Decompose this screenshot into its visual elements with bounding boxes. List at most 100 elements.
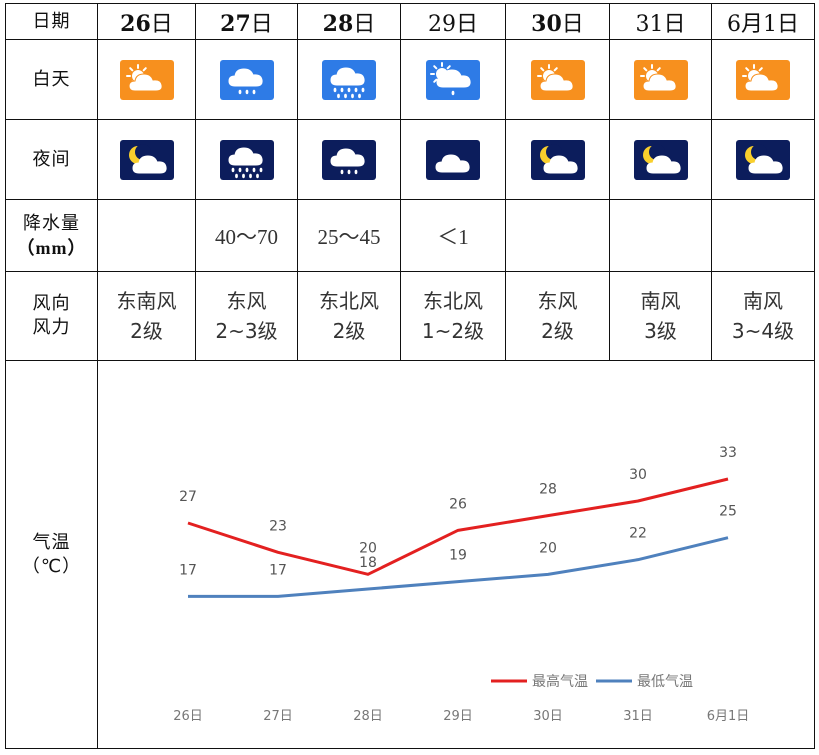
precip-value: 40～70 xyxy=(195,199,298,272)
night-icon-cell xyxy=(97,119,196,200)
wind-force: 1~2级 xyxy=(421,319,485,343)
precip-value xyxy=(711,199,815,272)
day-icon-cell xyxy=(609,39,712,120)
data-label: 17 xyxy=(179,562,197,578)
precip-value xyxy=(97,199,196,272)
wind-cell: 南风 3~4级 xyxy=(711,271,815,361)
data-label: 20 xyxy=(539,540,557,556)
wind-force: 2级 xyxy=(332,319,366,343)
date-number: 28 xyxy=(322,10,354,37)
night-icon-cell xyxy=(609,119,712,200)
wind-direction: 东南风 xyxy=(116,289,177,313)
data-label: 33 xyxy=(719,445,737,461)
precip-value: ＜1 xyxy=(400,199,506,272)
sunny-cloud-icon xyxy=(119,59,174,100)
moon-cloud-icon xyxy=(736,139,790,180)
temp-unit: （℃） xyxy=(21,555,82,577)
date-number: 29 xyxy=(427,11,456,37)
rain-cloud-icon xyxy=(322,139,376,180)
date-cell: 26日 xyxy=(97,3,196,40)
date-cell: 29日 xyxy=(400,3,506,40)
x-tick-label: 27日 xyxy=(263,709,293,724)
precip-row: 降水量 （mm） 40～70 25～45 ＜1 xyxy=(5,199,815,272)
temperature-row: 气温 （℃） 27 23 20 26 28 30 33 17 17 18 19 20 22 25 26日 27日… xyxy=(5,360,815,749)
x-tick-label: 29日 xyxy=(443,709,473,724)
temperature-chart-cell: 27 23 20 26 28 30 33 17 17 18 19 20 22 25 26日 27日 28日 29日… xyxy=(97,360,815,749)
data-label: 27 xyxy=(179,489,197,505)
date-suffix: 日 xyxy=(150,11,173,37)
wind-direction: 南风 xyxy=(640,289,681,313)
precip-unit: （mm） xyxy=(16,237,87,258)
date-number: 30 xyxy=(531,10,562,37)
date-number: 31 xyxy=(635,11,664,37)
moon-cloud-icon xyxy=(530,139,585,180)
temperature-chart: 27 23 20 26 28 30 33 17 17 18 19 20 22 25 26日 27日 28日 29日… xyxy=(173,445,749,724)
sunny-cloud-icon xyxy=(736,59,790,100)
night-icon-cell xyxy=(400,119,506,200)
night-row-header: 夜间 xyxy=(5,119,98,200)
precip-value: 25～45 xyxy=(297,199,401,272)
wind-force: 2级 xyxy=(541,319,574,343)
day-icon-cell xyxy=(297,39,401,120)
wind-cell: 东风 2级 xyxy=(505,271,610,361)
moon-cloud-icon xyxy=(633,139,688,180)
day-row-header: 白天 xyxy=(5,39,98,120)
wind-row: 风向 风力 东南风 2级 东风 2~3级 东北风 2级 东北风 1~2级 东风 2级 南风 3… xyxy=(5,271,815,361)
day-weather-row: 白天 xyxy=(5,39,815,120)
weather-table: 日期 26日 27日 28日 29日 30日 31日 6月1日 白天 夜间 降水… xyxy=(5,3,815,749)
wind-dir-label: 风向 xyxy=(32,293,71,314)
wind-cell: 东北风 2级 xyxy=(297,271,401,361)
wind-cell: 东风 2~3级 xyxy=(195,271,298,361)
date-suffix: 日 xyxy=(776,11,799,37)
sunny-cloud-icon xyxy=(633,59,688,100)
day-icon-cell xyxy=(400,39,506,120)
data-label: 30 xyxy=(629,467,647,483)
data-label: 19 xyxy=(449,548,467,564)
precip-value xyxy=(609,199,712,272)
data-label: 28 xyxy=(539,482,557,498)
wind-force: 2~3级 xyxy=(215,319,278,343)
sun-rain-cloud-icon xyxy=(426,59,480,100)
x-tick-label: 30日 xyxy=(533,709,563,724)
wind-direction: 南风 xyxy=(743,289,783,313)
legend-label: 最高气温 xyxy=(532,673,588,690)
night-icon-cell xyxy=(505,119,610,200)
precip-label: 降水量 xyxy=(23,212,80,234)
wind-direction: 东北风 xyxy=(319,289,379,313)
date-cell: 31日 xyxy=(609,3,712,40)
sunny-cloud-icon xyxy=(530,59,585,100)
heavy-rain-cloud-icon xyxy=(322,59,376,100)
wind-direction: 东风 xyxy=(537,289,578,313)
wind-cell: 南风 3级 xyxy=(609,271,712,361)
day-icon-cell xyxy=(505,39,610,120)
data-label: 23 xyxy=(269,518,287,534)
data-label: 20 xyxy=(359,540,377,556)
wind-cell: 东南风 2级 xyxy=(97,271,196,361)
night-icon-cell xyxy=(297,119,401,200)
day-icon-cell xyxy=(97,39,196,120)
rain-cloud-icon xyxy=(219,59,274,100)
data-label: 25 xyxy=(719,504,737,520)
heavy-rain-cloud-icon xyxy=(219,139,274,180)
date-suffix: 日 xyxy=(663,11,686,37)
wind-force: 2级 xyxy=(130,319,163,343)
precip-row-header: 降水量 （mm） xyxy=(5,199,98,272)
data-label: 22 xyxy=(629,526,647,542)
date-number: 27 xyxy=(220,10,251,37)
wind-direction: 东风 xyxy=(226,289,267,313)
x-tick-label: 26日 xyxy=(173,709,203,724)
temp-label: 气温 xyxy=(32,531,71,553)
night-weather-row: 夜间 xyxy=(5,119,815,200)
date-suffix: 日 xyxy=(561,11,584,37)
wind-direction: 东北风 xyxy=(423,289,483,313)
date-number: 26 xyxy=(120,10,151,37)
day-icon-cell xyxy=(711,39,815,120)
wind-force: 3级 xyxy=(644,319,677,343)
cloud-icon xyxy=(426,139,480,180)
wind-force-label: 风力 xyxy=(32,317,71,338)
x-tick-label: 28日 xyxy=(353,709,383,724)
date-row-header: 日期 xyxy=(5,3,98,40)
temp-row-header: 气温 （℃） xyxy=(5,360,98,749)
date-cell: 30日 xyxy=(505,3,610,40)
